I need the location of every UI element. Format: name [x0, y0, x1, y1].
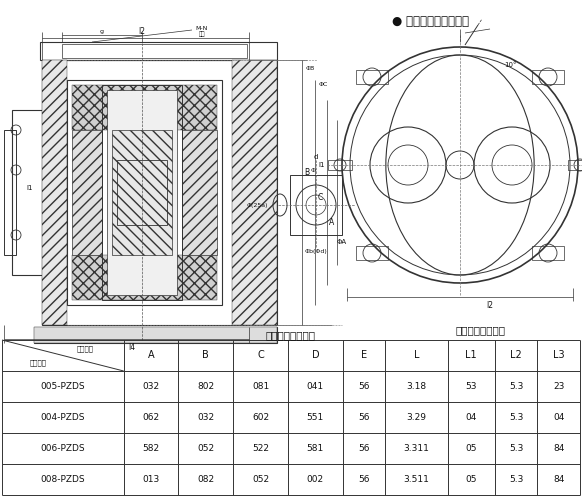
- Text: 寸尺只参: 寸尺只参: [76, 346, 93, 352]
- Bar: [67, 80, 222, 305]
- Text: l1: l1: [27, 184, 33, 190]
- Text: Φb(Φd): Φb(Φd): [304, 248, 327, 254]
- Text: L2: L2: [510, 350, 522, 360]
- Text: ΦB: ΦB: [306, 66, 315, 70]
- Text: l2: l2: [139, 28, 146, 36]
- Text: 005-PZDS: 005-PZDS: [41, 382, 85, 391]
- Text: 006-PZDS: 006-PZDS: [41, 444, 85, 453]
- Text: l1: l1: [319, 162, 325, 168]
- Text: 032: 032: [143, 382, 159, 391]
- Text: 56: 56: [359, 382, 370, 391]
- Text: 56: 56: [359, 475, 370, 484]
- Bar: [328, 160, 352, 170]
- Text: 008-PZDS: 008-PZDS: [41, 475, 85, 484]
- Text: 551: 551: [307, 413, 324, 422]
- Text: C: C: [257, 350, 264, 360]
- Bar: [532, 246, 564, 260]
- Text: L3: L3: [553, 350, 565, 360]
- Text: Φ(25a): Φ(25a): [247, 202, 268, 207]
- Text: L: L: [414, 350, 419, 360]
- Text: l2: l2: [487, 300, 494, 310]
- Bar: [72, 85, 217, 130]
- Text: 041: 041: [307, 382, 324, 391]
- Text: C: C: [317, 193, 322, 202]
- Text: 522: 522: [252, 444, 269, 453]
- Text: D: D: [311, 350, 319, 360]
- Text: 602: 602: [252, 413, 269, 422]
- Text: B: B: [203, 350, 209, 360]
- Text: B: B: [304, 168, 310, 177]
- Bar: [356, 246, 388, 260]
- Text: l4: l4: [129, 342, 136, 351]
- Text: 3.29: 3.29: [406, 413, 427, 422]
- Text: ΦC: ΦC: [318, 82, 328, 87]
- Text: 3.311: 3.311: [403, 444, 430, 453]
- Bar: [117, 160, 167, 225]
- Text: 23: 23: [553, 382, 565, 391]
- Text: 081: 081: [252, 382, 269, 391]
- Text: 581: 581: [307, 444, 324, 453]
- Bar: [232, 60, 277, 325]
- Text: 05: 05: [466, 475, 477, 484]
- Text: 代尺及装只七品型: 代尺及装只七品型: [266, 330, 316, 340]
- Bar: [42, 60, 277, 325]
- Bar: [107, 90, 177, 295]
- Bar: [290, 175, 342, 235]
- Bar: [532, 70, 564, 84]
- Text: 582: 582: [143, 444, 159, 453]
- Bar: [12, 110, 44, 275]
- Bar: [72, 130, 102, 255]
- Text: 84: 84: [553, 475, 565, 484]
- Bar: [34, 327, 277, 343]
- Text: L1: L1: [466, 350, 477, 360]
- Text: 56: 56: [359, 413, 370, 422]
- Text: 84: 84: [553, 444, 565, 453]
- Bar: [40, 42, 277, 60]
- Text: 表面: 表面: [198, 31, 205, 37]
- Text: 04: 04: [466, 413, 477, 422]
- Text: 5.3: 5.3: [509, 413, 523, 422]
- Bar: [182, 130, 217, 255]
- Text: M-N: M-N: [196, 26, 208, 30]
- Text: 5.3: 5.3: [509, 382, 523, 391]
- Text: 3.511: 3.511: [403, 475, 430, 484]
- Text: Φ: Φ: [311, 168, 316, 173]
- Bar: [112, 130, 172, 255]
- Text: A: A: [329, 218, 335, 227]
- Bar: [568, 160, 582, 170]
- Bar: [62, 44, 247, 58]
- Text: 082: 082: [197, 475, 214, 484]
- Text: 004-PZDS: 004-PZDS: [41, 413, 85, 422]
- Text: 图七只装交及代尺: 图七只装交及代尺: [455, 325, 505, 335]
- Bar: [42, 60, 67, 325]
- Text: 56: 56: [359, 444, 370, 453]
- Text: 052: 052: [197, 444, 214, 453]
- Text: 5.3: 5.3: [509, 475, 523, 484]
- Text: 3.18: 3.18: [406, 382, 427, 391]
- Bar: [4, 130, 16, 255]
- Text: 05: 05: [466, 444, 477, 453]
- Bar: [34, 327, 277, 343]
- Text: ● 进朱参数及装只七秀: ● 进朱参数及装只七秀: [392, 15, 469, 28]
- Bar: [102, 85, 182, 300]
- Text: 10°: 10°: [504, 62, 516, 68]
- Text: g: g: [100, 30, 104, 35]
- Text: 032: 032: [197, 413, 214, 422]
- Bar: [356, 70, 388, 84]
- Text: 53: 53: [466, 382, 477, 391]
- Text: 5.3: 5.3: [509, 444, 523, 453]
- Text: 号型品产: 号型品产: [30, 359, 47, 366]
- Text: ΦA: ΦA: [337, 240, 347, 246]
- Text: A: A: [148, 350, 154, 360]
- Text: 052: 052: [252, 475, 269, 484]
- Text: 002: 002: [307, 475, 324, 484]
- Bar: [72, 255, 217, 300]
- Text: E: E: [361, 350, 367, 360]
- Text: 013: 013: [143, 475, 159, 484]
- Text: 062: 062: [143, 413, 159, 422]
- Text: 04: 04: [553, 413, 565, 422]
- Text: d: d: [314, 154, 318, 160]
- Text: 802: 802: [197, 382, 214, 391]
